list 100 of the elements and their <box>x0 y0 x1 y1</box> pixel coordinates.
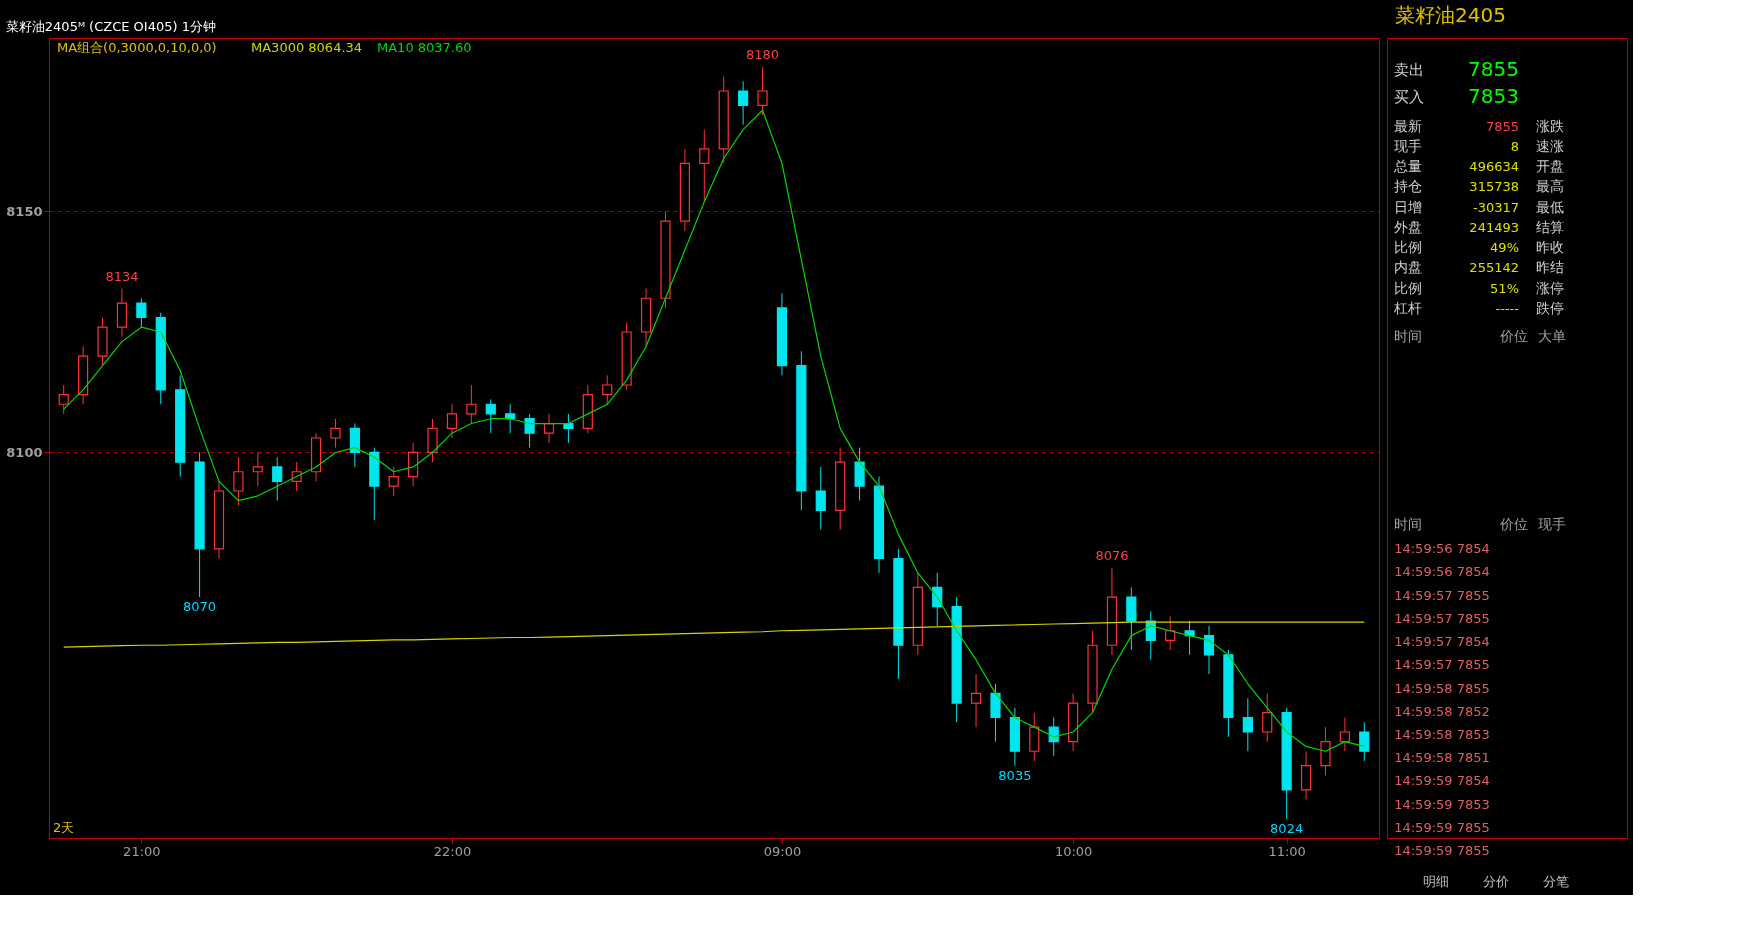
text: 14:59:58 7852 <box>1394 703 1490 719</box>
annotation: 8070 <box>183 599 217 615</box>
text: 价位 <box>1498 327 1528 344</box>
x-tick-label: 10:00 <box>1054 843 1093 859</box>
text: 315738 <box>1469 179 1519 195</box>
candlestick <box>466 384 477 425</box>
chart-title: 菜籽油2405ᴹ (CZCE OI405) 1分钟 <box>5 19 216 34</box>
text: 14:59:58 7851 <box>1394 750 1490 766</box>
text: 49% <box>1490 240 1519 256</box>
text: 结算 <box>1535 218 1564 235</box>
text: 比例 <box>1394 239 1423 256</box>
candlestick <box>1242 697 1253 752</box>
text: 价位 <box>1498 515 1528 532</box>
text: 分价 <box>1483 874 1509 890</box>
text: 买入 <box>1394 87 1425 106</box>
text: 14:59:59 7853 <box>1394 796 1490 812</box>
text: 卖出 <box>1394 61 1425 80</box>
candlestick <box>233 456 244 506</box>
candlestick <box>699 129 710 203</box>
annotation: 2天 <box>53 820 75 835</box>
text: 14:59:59 7855 <box>1394 843 1490 859</box>
text: -30317 <box>1472 199 1519 215</box>
annotation: 8134 <box>105 268 139 284</box>
text: 分笔 <box>1543 874 1569 890</box>
text: 7853 <box>1468 83 1519 108</box>
text: MA3000 8064.34 <box>251 40 363 55</box>
text: 日增 <box>1394 198 1423 215</box>
text: 14:59:58 7855 <box>1394 680 1490 696</box>
text: 时间 <box>1394 327 1423 344</box>
text: 最高 <box>1535 178 1564 195</box>
annotation: 8024 <box>1270 820 1304 836</box>
text: 跌停 <box>1535 299 1564 316</box>
text: 最低 <box>1535 198 1564 215</box>
candlestick <box>1339 717 1350 752</box>
annotation: 8180 <box>745 46 780 62</box>
candlestick <box>815 466 826 531</box>
text: 14:59:57 7855 <box>1394 657 1490 673</box>
text: 涨停 <box>1535 279 1564 296</box>
text: 内盘 <box>1394 259 1423 276</box>
annotation: 8076 <box>1095 548 1129 564</box>
text: 涨跌 <box>1535 117 1564 134</box>
candlestick <box>446 403 458 439</box>
candlestick <box>1165 615 1176 651</box>
candlestick <box>252 451 263 487</box>
text: 14:59:58 7853 <box>1394 726 1490 742</box>
text: 255142 <box>1469 260 1519 276</box>
text: 7855 <box>1485 118 1519 134</box>
text: 14:59:56 7854 <box>1394 564 1490 580</box>
candlestick <box>1203 625 1215 675</box>
candlestick <box>970 673 982 728</box>
text: 现手 <box>1394 138 1423 155</box>
text: 比例 <box>1394 279 1423 296</box>
text: 14:59:59 7854 <box>1394 773 1490 789</box>
y-tick-label: 8100 <box>6 444 43 460</box>
candlestick <box>136 297 147 328</box>
text: 14:59:57 7855 <box>1394 610 1490 626</box>
text: 496634 <box>1469 159 1519 175</box>
text: 14:59:57 7855 <box>1394 587 1490 603</box>
line-series <box>63 621 1365 648</box>
text: 241493 <box>1469 219 1519 235</box>
text: 14:59:57 7854 <box>1394 634 1490 650</box>
text: MA10 8037.60 <box>377 40 472 55</box>
text: 持仓 <box>1394 178 1423 195</box>
candlestick <box>524 413 535 449</box>
x-tick-label: 09:00 <box>763 843 802 859</box>
text: 14:59:56 7854 <box>1394 541 1490 557</box>
candlestick <box>1359 721 1370 762</box>
candlestick <box>485 398 496 434</box>
text: 菜籽油2405 <box>1395 3 1506 27</box>
x-tick-label: 22:00 <box>433 843 472 859</box>
text: 时间 <box>1394 515 1423 532</box>
candlestick <box>58 384 69 415</box>
candlestick <box>1262 692 1273 743</box>
y-tick-label: 8150 <box>6 203 43 219</box>
text: 昨结 <box>1535 259 1564 276</box>
candlestick <box>272 456 283 502</box>
candlestick <box>330 418 341 449</box>
text: 开盘 <box>1535 158 1564 175</box>
x-tick-label: 21:00 <box>123 843 161 859</box>
candlestick <box>543 413 555 444</box>
text: 杠杆 <box>1393 299 1423 316</box>
candlestick <box>738 80 749 126</box>
text: ----- <box>1495 300 1520 316</box>
text: 现手 <box>1538 515 1567 532</box>
text: 速涨 <box>1535 138 1564 155</box>
candlestick <box>602 374 613 405</box>
text: 7855 <box>1468 57 1519 82</box>
text: 明细 <box>1423 874 1449 890</box>
text: 8 <box>1510 139 1519 155</box>
candlestick <box>757 66 768 116</box>
chart-subtitle: MA组合(0,3000,0,10,0,0) <box>57 40 217 55</box>
text: 51% <box>1490 280 1519 296</box>
annotation: 8035 <box>998 767 1032 783</box>
text: 大单 <box>1538 327 1567 344</box>
candlestick <box>563 413 574 444</box>
text: 外盘 <box>1394 218 1423 235</box>
text: 最新 <box>1394 117 1423 134</box>
text: 总量 <box>1393 158 1423 175</box>
text: 14:59:59 7855 <box>1394 819 1490 835</box>
x-tick-label: 11:00 <box>1268 843 1306 859</box>
